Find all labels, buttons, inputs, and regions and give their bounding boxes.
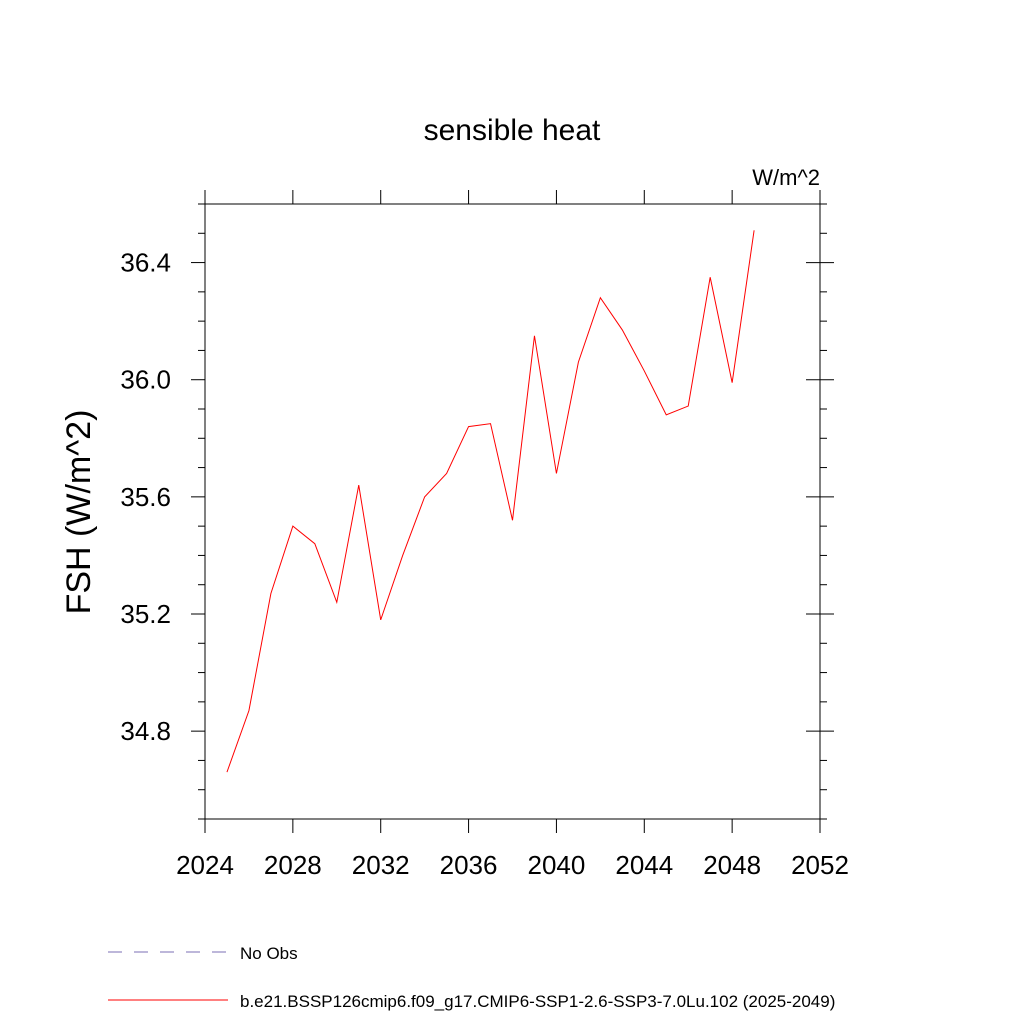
y-tick-label: 36.0 bbox=[120, 365, 171, 395]
x-tick-label: 2028 bbox=[264, 850, 322, 880]
chart-title: sensible heat bbox=[424, 114, 601, 147]
x-tick-label: 2044 bbox=[615, 850, 673, 880]
x-tick-label: 2032 bbox=[352, 850, 410, 880]
y-tick-label: 34.8 bbox=[120, 716, 171, 746]
y-axis-label: FSH (W/m^2) bbox=[60, 410, 98, 615]
x-tick-label: 2048 bbox=[703, 850, 761, 880]
y-tick-label: 35.2 bbox=[120, 599, 171, 629]
x-tick-label: 2040 bbox=[528, 850, 586, 880]
units-label: W/m^2 bbox=[752, 165, 820, 190]
data-line bbox=[226, 230, 755, 773]
y-tick-label: 35.6 bbox=[120, 482, 171, 512]
x-tick-label: 2036 bbox=[440, 850, 498, 880]
plot-frame bbox=[204, 203, 821, 820]
x-tick-label: 2024 bbox=[176, 850, 234, 880]
legend-label: b.e21.BSSP126cmip6.f09_g17.CMIP6-SSP1-2.… bbox=[240, 992, 835, 1011]
legend-label: No Obs bbox=[240, 944, 298, 963]
y-tick-label: 36.4 bbox=[120, 248, 171, 278]
x-tick-label: 2052 bbox=[791, 850, 849, 880]
